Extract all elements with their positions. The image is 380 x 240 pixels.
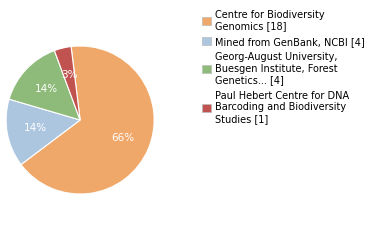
Wedge shape: [54, 47, 80, 120]
Legend: Centre for Biodiversity
Genomics [18], Mined from GenBank, NCBI [4], Georg-Augus: Centre for Biodiversity Genomics [18], M…: [203, 10, 365, 124]
Text: 14%: 14%: [35, 84, 58, 94]
Text: 3%: 3%: [61, 70, 78, 80]
Text: 66%: 66%: [111, 133, 134, 143]
Text: 14%: 14%: [24, 123, 46, 133]
Wedge shape: [9, 51, 80, 120]
Wedge shape: [6, 99, 80, 165]
Wedge shape: [21, 46, 154, 194]
